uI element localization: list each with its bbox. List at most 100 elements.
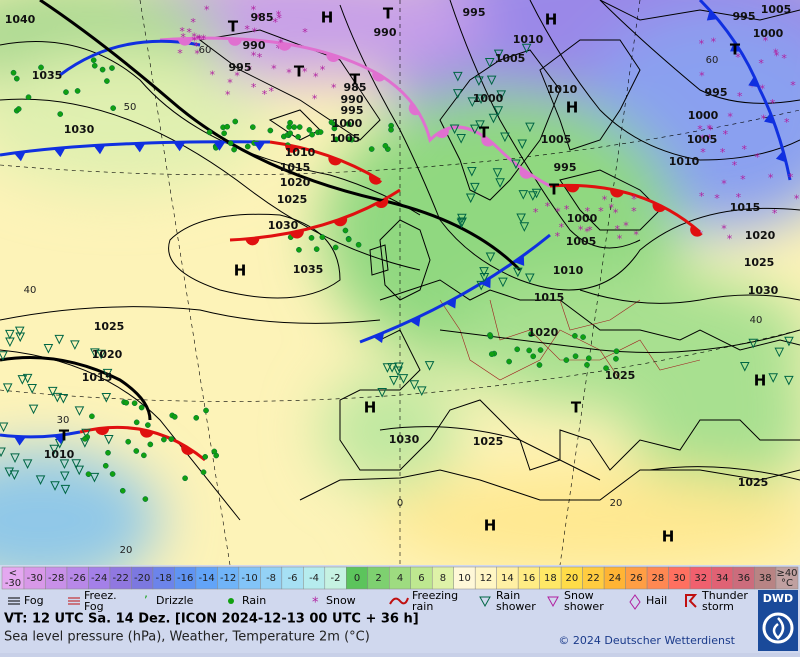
cold-front-symbol <box>213 141 226 151</box>
rain-shower-symbol <box>457 213 467 224</box>
rain-shower-symbol <box>71 459 82 469</box>
rain-symbol <box>232 118 239 125</box>
rain-shower-symbol <box>393 366 403 377</box>
rain-shower-symbol <box>2 383 13 394</box>
rain-symbol <box>308 235 315 241</box>
snow-symbol: * <box>559 221 565 234</box>
warm-front-symbol <box>690 225 703 237</box>
snow-symbol: * <box>613 207 619 220</box>
rain-shower-symbol <box>493 49 504 60</box>
scale-label: 16 <box>523 573 536 584</box>
rain-symbol <box>200 469 207 476</box>
warm-front-symbol <box>277 42 292 51</box>
rain-shower-symbol <box>43 343 54 354</box>
warm-front-symbol <box>333 216 348 227</box>
snow-symbol: * <box>278 36 284 49</box>
rain-symbol <box>119 487 126 494</box>
rain-symbol <box>346 136 353 143</box>
warm-front-symbol <box>181 444 195 455</box>
warm-front-symbol <box>95 427 110 436</box>
rain-symbol <box>74 88 81 94</box>
warm-front-symbol <box>375 197 389 208</box>
rain-shower-symbol <box>465 193 476 204</box>
rain-symbol <box>145 422 151 428</box>
isobar-label: 40 <box>750 315 763 326</box>
scale-label: 30 <box>673 573 686 584</box>
rain-symbol <box>345 236 352 243</box>
scale-high-label: °C <box>781 578 793 589</box>
scale-label: 0 <box>354 573 360 584</box>
rain-symbol <box>193 414 200 421</box>
rain-symbol <box>368 146 375 152</box>
snow-symbol: * <box>736 191 742 204</box>
fog-icon <box>8 597 20 605</box>
rain-symbol <box>506 358 512 365</box>
isobar-label: 1010 <box>547 83 578 96</box>
rain-symbol <box>147 441 154 448</box>
scale-low-label: < <box>9 568 17 579</box>
isobar-label: 1000 <box>567 212 598 225</box>
scale-label: -10 <box>241 573 257 584</box>
snow-symbol: * <box>555 206 561 219</box>
rain-symbol <box>306 127 313 133</box>
snow-symbol: * <box>700 132 706 145</box>
rain-shower-symbol <box>382 363 393 373</box>
rain-shower-symbol <box>0 422 9 433</box>
isobar-label: 1015 <box>730 201 761 214</box>
scale-label: -20 <box>134 573 150 584</box>
rain-symbol <box>613 348 620 355</box>
pressure-center: T <box>571 399 582 417</box>
rain-shower-symbol <box>456 134 466 144</box>
scale-high-label: ≥40 <box>776 568 797 579</box>
snow-symbol: * <box>737 90 743 103</box>
map-labels: 1040 985990995995990985990995100010051010… <box>5 3 792 556</box>
rain-symbol <box>102 462 109 469</box>
isobar-label: 1025 <box>94 320 125 333</box>
snow-symbol: * <box>699 38 705 51</box>
isobar-label: 1010 <box>44 448 75 461</box>
rain-shower-symbol <box>496 90 507 100</box>
rain-shower-symbol <box>388 376 399 386</box>
isobar-label: 1015 <box>280 161 311 174</box>
snow-symbol: * <box>721 223 727 236</box>
rain-symbol <box>138 404 145 411</box>
snow-symbol: * <box>587 224 593 237</box>
snow-symbol: * <box>194 40 200 53</box>
isobar-label: 1020 <box>280 176 311 189</box>
rain-shower-symbol <box>377 387 387 398</box>
rain-symbol <box>382 142 389 149</box>
rain-symbol <box>38 64 44 71</box>
rain-shower-symbol <box>476 94 486 105</box>
pressure-center: H <box>484 517 497 535</box>
warm-front-symbol <box>326 52 341 62</box>
rain-shower-symbol <box>449 124 460 135</box>
isobar-label: 1025 <box>605 369 636 382</box>
scale-label: 28 <box>651 573 664 584</box>
snow-symbol: * <box>227 77 233 90</box>
rain-shower-symbol <box>521 43 532 54</box>
pressure-center: H <box>754 372 767 390</box>
weather-legend-label: Thunder storm <box>701 589 748 613</box>
rain-shower-symbol <box>518 190 529 200</box>
rain-symbol <box>133 419 140 426</box>
rain-shower-symbol <box>519 222 530 232</box>
rain-shower-symbol <box>387 363 397 373</box>
snow-symbol: * <box>555 230 561 243</box>
isobar-label: 0 <box>397 498 403 509</box>
rain-symbol <box>104 78 110 84</box>
isobar-label: 1005 <box>761 3 792 16</box>
rain-symbol <box>319 234 326 240</box>
logo-text: DWD <box>763 592 793 605</box>
isobar-label: 1030 <box>64 123 95 136</box>
rain-symbol <box>142 496 149 502</box>
rain-shower-symbol <box>484 58 495 68</box>
snow-symbol: * <box>276 42 282 55</box>
scale-label: -30 <box>27 573 43 584</box>
snow-symbol: * <box>302 26 308 39</box>
rain-symbol <box>123 399 130 406</box>
warm-front-symbol <box>245 237 260 246</box>
rain-shower-symbol <box>22 459 33 470</box>
map-area: ********************************* *******… <box>0 0 800 565</box>
isobar-label: 995 <box>463 6 486 19</box>
scale-label: -26 <box>70 573 86 584</box>
